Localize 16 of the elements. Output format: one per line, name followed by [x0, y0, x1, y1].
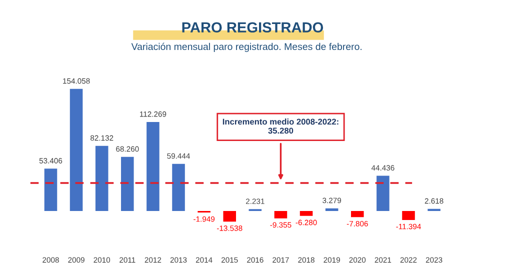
chart-subtitle: Variación mensual paro registrado. Meses de febrero.: [131, 42, 362, 52]
bar: [376, 176, 390, 211]
bar: [172, 164, 185, 211]
bar: [121, 156, 134, 211]
bar: [274, 210, 288, 218]
bar: [44, 168, 58, 211]
annotation: Incremento medio 2008-2022: 35.280: [222, 118, 338, 134]
bar: [95, 146, 108, 211]
bar: [351, 210, 364, 218]
bar: [70, 88, 83, 211]
bar: [300, 210, 313, 216]
bar: [402, 210, 415, 220]
bar: [223, 210, 236, 222]
chart-title: PARO REGISTRADO: [182, 22, 324, 33]
bar: [325, 208, 338, 211]
bar: [146, 122, 160, 211]
